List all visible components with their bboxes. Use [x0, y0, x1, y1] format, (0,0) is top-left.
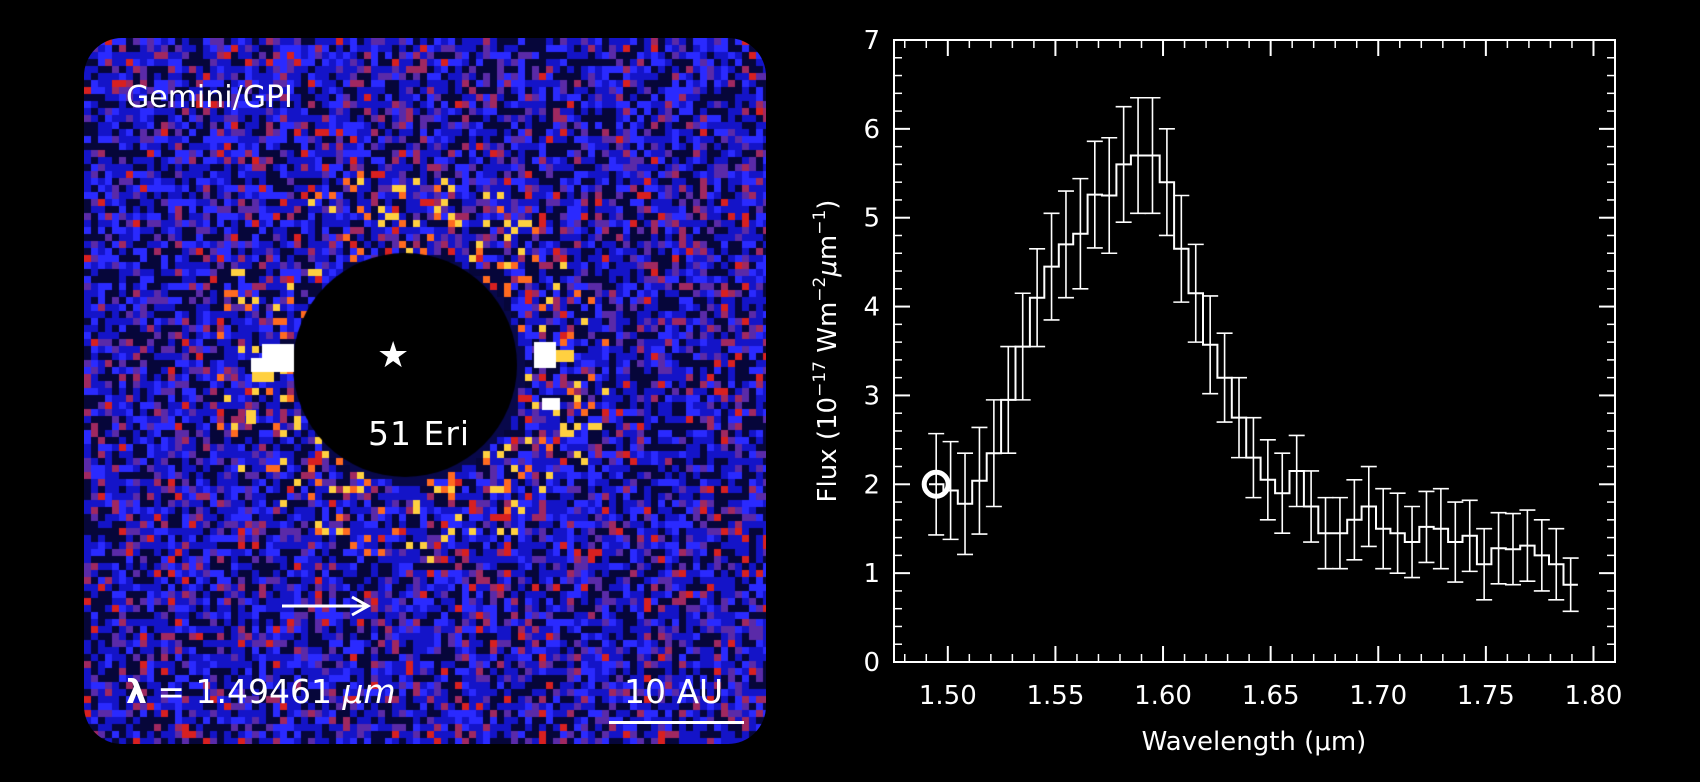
- plot-frame: [893, 39, 1616, 663]
- x-tick-label: 1.80: [1565, 681, 1623, 711]
- wavelength-unit: μm: [342, 672, 396, 711]
- gpi-noise-map: [84, 38, 766, 744]
- star-label: 51 Eri: [368, 414, 471, 453]
- wavelength-value: = 1.49461: [157, 672, 332, 711]
- flux-step-line: [929, 154, 1578, 586]
- x-tick-label: 1.50: [919, 681, 977, 711]
- x-tick-label: 1.60: [1134, 681, 1192, 711]
- x-tick-label: 1.55: [1026, 681, 1084, 711]
- y-tick-label: 3: [863, 381, 880, 411]
- y-axis-title: Flux (10−17 Wm−2μm−1): [810, 200, 843, 503]
- y-tick-label: 1: [863, 559, 880, 589]
- lambda-symbol: λ: [126, 672, 147, 711]
- y-tick-label: 2: [863, 470, 880, 500]
- y-tick-label: 7: [863, 26, 880, 56]
- y-tick-label: 4: [863, 293, 880, 323]
- y-axis: 0 1 2 3 4 5 6 7: [863, 26, 1615, 678]
- y-tick-label: 0: [863, 648, 880, 678]
- image-title: Gemini/GPI: [126, 80, 293, 115]
- x-axis-title: Wavelength (μm): [1142, 727, 1367, 757]
- x-tick-label: 1.75: [1457, 681, 1515, 711]
- y-tick-label: 6: [863, 115, 880, 145]
- wavelength-label: λ = 1.49461 μm: [126, 672, 396, 711]
- x-tick-label: 1.70: [1349, 681, 1407, 711]
- scale-bar: [609, 721, 744, 724]
- gpi-image-panel: Gemini/GPI ★ 51 Eri λ = 1.49461 μm 10 AU: [84, 38, 766, 744]
- error-bars: [928, 96, 1579, 613]
- planet-arrow-icon: [282, 595, 372, 617]
- star-icon: ★: [377, 335, 410, 376]
- x-tick-label: 1.65: [1242, 681, 1300, 711]
- photometry-point: [921, 469, 951, 499]
- x-axis: 1.50 1.55 1.60 1.65 1.70 1.75 1.80: [904, 40, 1623, 711]
- y-tick-label: 5: [863, 204, 880, 234]
- scale-label: 10 AU: [624, 672, 724, 711]
